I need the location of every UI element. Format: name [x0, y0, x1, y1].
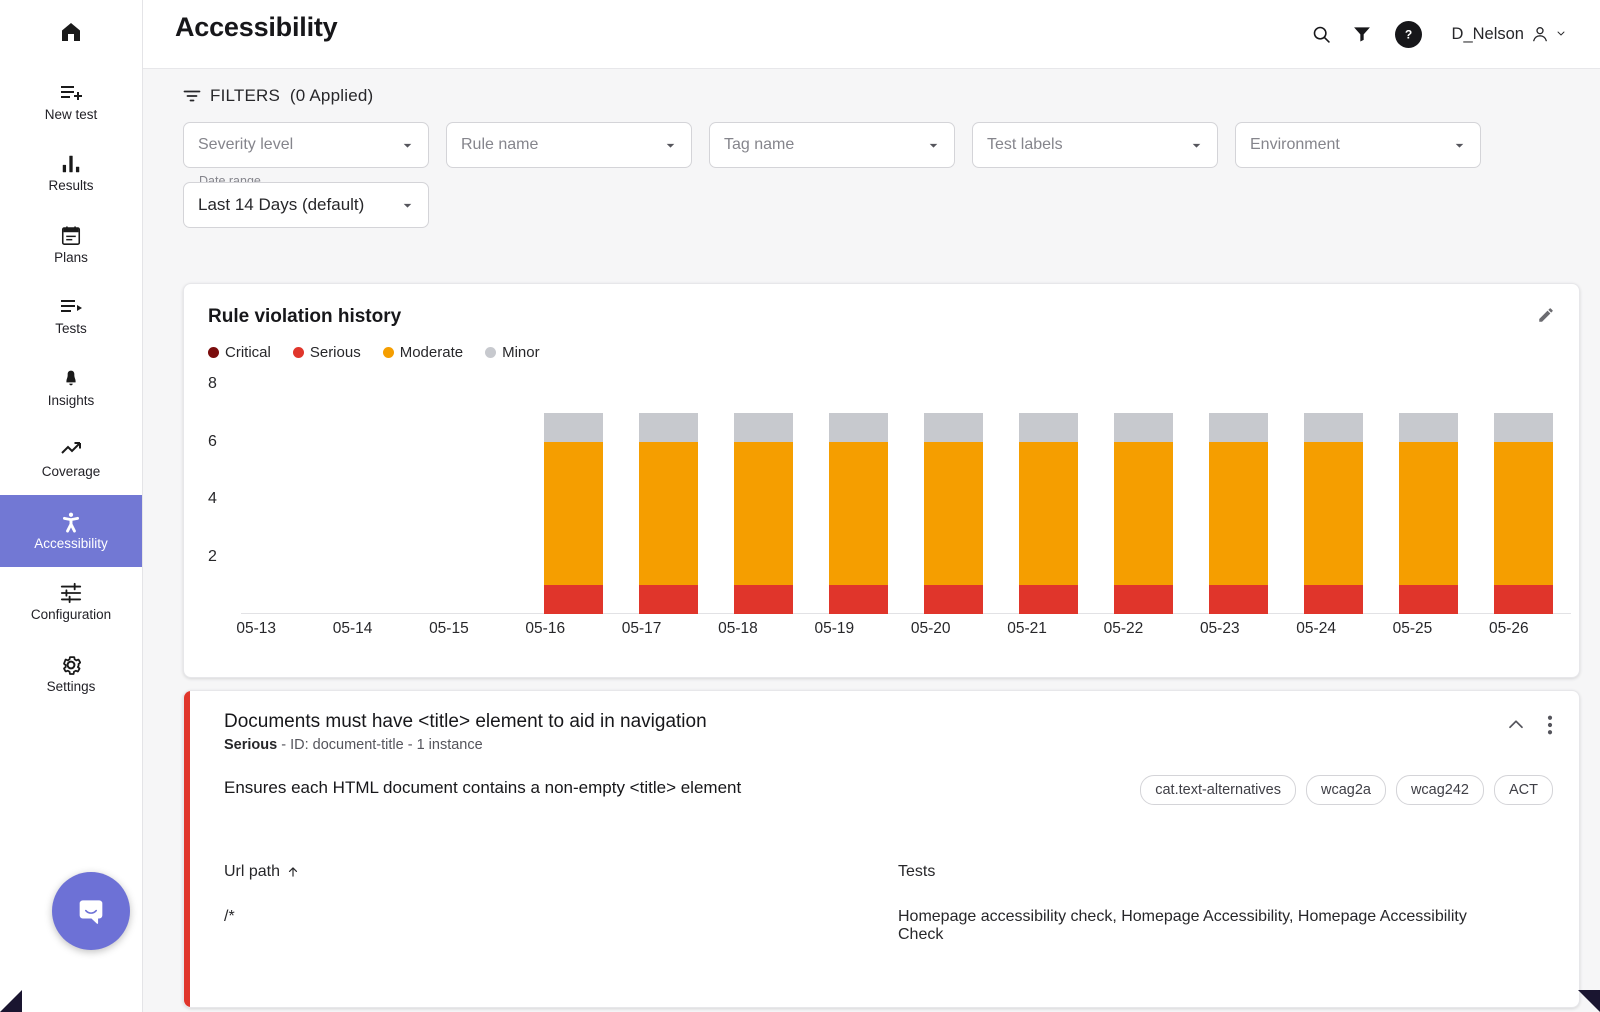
svg-text:?: ? — [1404, 27, 1411, 41]
